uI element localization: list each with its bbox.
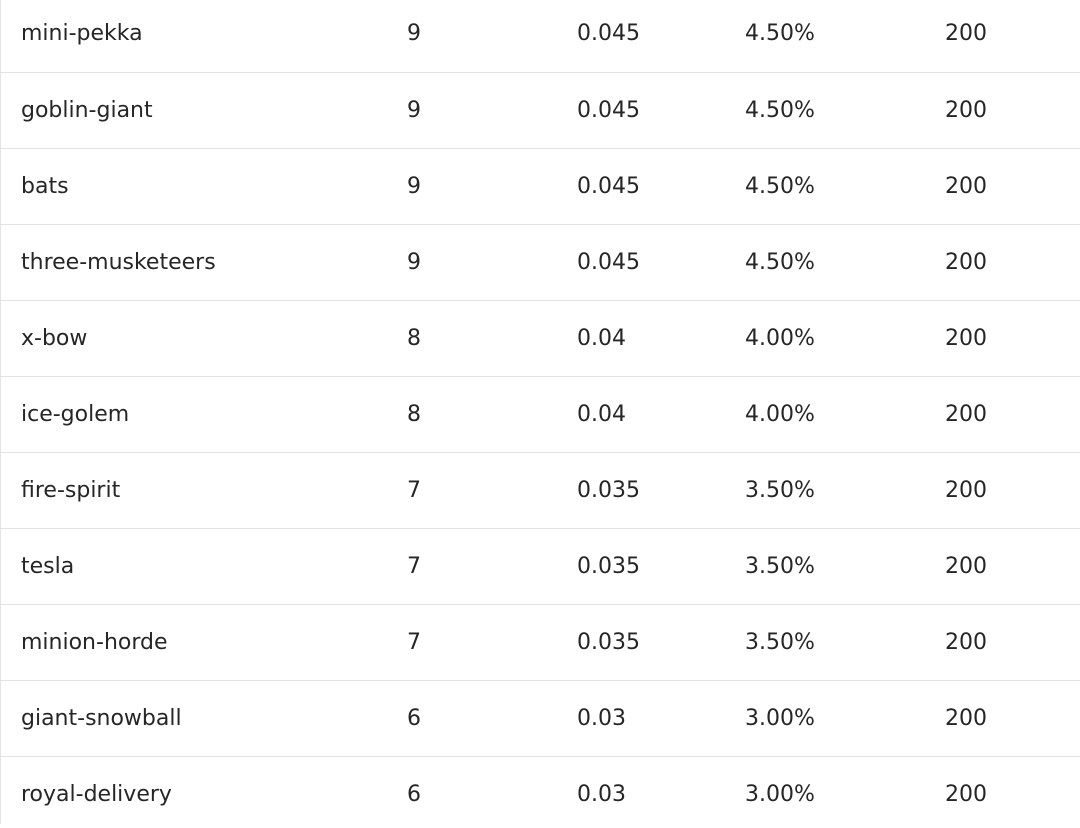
table-row: ice-golem 8 0.04 4.00% 200 [1,376,1080,452]
card-name-cell: royal-delivery [21,781,172,807]
card-name-cell: tesla [21,553,75,579]
percent-cell: 4.50% [745,21,815,47]
table-row: goblin-giant 9 0.045 4.50% 200 [1,72,1080,148]
percent-cell: 3.00% [745,705,815,731]
count-cell: 6 [407,705,421,731]
count-cell: 7 [407,629,421,655]
count-cell: 9 [407,249,421,275]
table-row: mini-pekka 9 0.045 4.50% 200 [1,0,1080,72]
ratio-cell: 0.035 [577,477,640,503]
percent-cell: 4.50% [745,97,815,123]
ratio-cell: 0.035 [577,553,640,579]
total-cell: 200 [945,249,987,275]
percent-cell: 4.50% [745,173,815,199]
total-cell: 200 [945,477,987,503]
ratio-cell: 0.045 [577,249,640,275]
count-cell: 7 [407,553,421,579]
table-row: giant-snowball 6 0.03 3.00% 200 [1,680,1080,756]
ratio-cell: 0.04 [577,325,626,351]
percent-cell: 4.50% [745,249,815,275]
total-cell: 200 [945,21,987,47]
count-cell: 9 [407,173,421,199]
percent-cell: 3.00% [745,781,815,807]
ratio-cell: 0.04 [577,401,626,427]
card-name-cell: mini-pekka [21,21,143,47]
table-row: three-musketeers 9 0.045 4.50% 200 [1,224,1080,300]
total-cell: 200 [945,781,987,807]
card-name-cell: three-musketeers [21,249,216,275]
total-cell: 200 [945,629,987,655]
count-cell: 9 [407,21,421,47]
count-cell: 6 [407,781,421,807]
total-cell: 200 [945,705,987,731]
total-cell: 200 [945,97,987,123]
ratio-cell: 0.045 [577,21,640,47]
ratio-cell: 0.045 [577,173,640,199]
total-cell: 200 [945,401,987,427]
count-cell: 9 [407,97,421,123]
card-name-cell: fire-spirit [21,477,121,503]
total-cell: 200 [945,325,987,351]
card-name-cell: ice-golem [21,401,130,427]
card-name-cell: goblin-giant [21,97,153,123]
percent-cell: 4.00% [745,401,815,427]
table-row: minion-horde 7 0.035 3.50% 200 [1,604,1080,680]
total-cell: 200 [945,553,987,579]
table-row: x-bow 8 0.04 4.00% 200 [1,300,1080,376]
table-row: bats 9 0.045 4.50% 200 [1,148,1080,224]
percent-cell: 3.50% [745,553,815,579]
ratio-cell: 0.045 [577,97,640,123]
table-row: royal-delivery 6 0.03 3.00% 200 [1,756,1080,828]
card-name-cell: x-bow [21,325,88,351]
table-row: tesla 7 0.035 3.50% 200 [1,528,1080,604]
count-cell: 7 [407,477,421,503]
percent-cell: 4.00% [745,325,815,351]
card-name-cell: giant-snowball [21,705,182,731]
card-name-cell: minion-horde [21,629,168,655]
count-cell: 8 [407,401,421,427]
percent-cell: 3.50% [745,477,815,503]
card-name-cell: bats [21,173,69,199]
total-cell: 200 [945,173,987,199]
ratio-cell: 0.03 [577,781,626,807]
table-row: fire-spirit 7 0.035 3.50% 200 [1,452,1080,528]
count-cell: 8 [407,325,421,351]
ratio-cell: 0.03 [577,705,626,731]
percent-cell: 3.50% [745,629,815,655]
ratio-cell: 0.035 [577,629,640,655]
